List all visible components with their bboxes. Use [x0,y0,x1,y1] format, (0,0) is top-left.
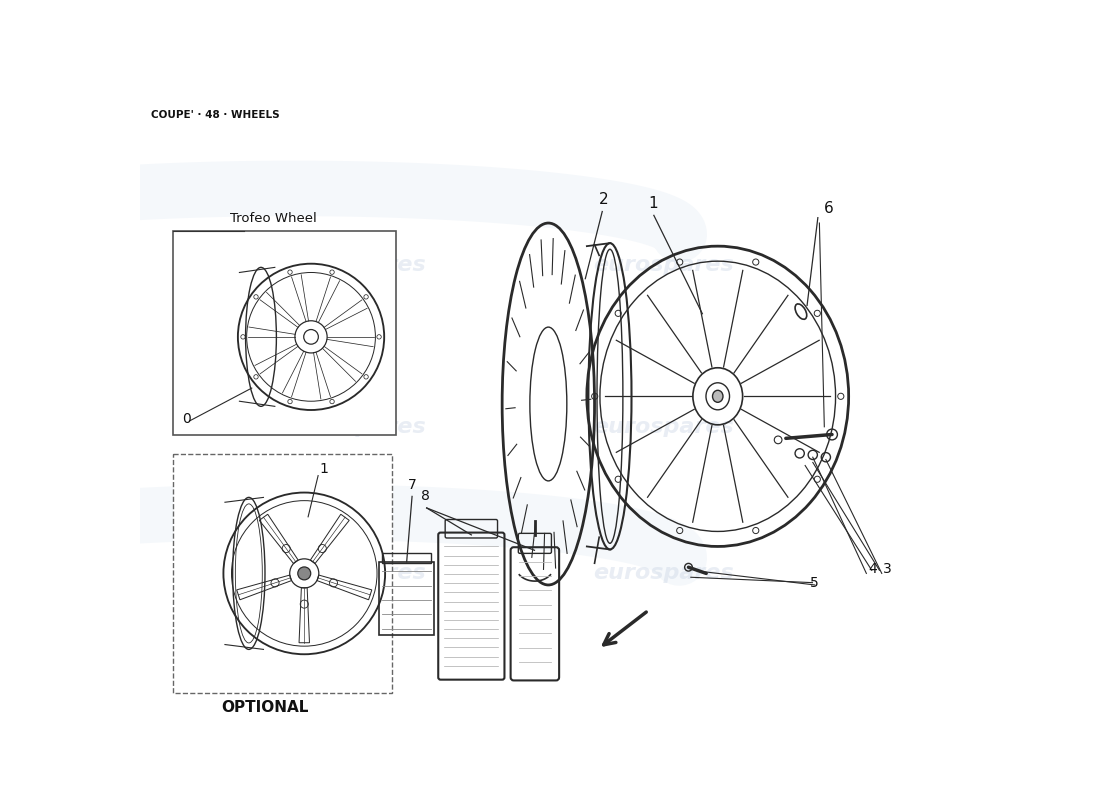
Text: eurospares: eurospares [286,417,426,437]
Text: eurospares: eurospares [594,255,734,275]
Text: Trofeo Wheel: Trofeo Wheel [230,211,317,225]
Text: 3: 3 [883,562,892,576]
Text: eurospares: eurospares [594,563,734,583]
Text: 5: 5 [810,576,818,590]
Text: 1: 1 [320,462,329,476]
Text: COUPE' · 48 · WHEELS: COUPE' · 48 · WHEELS [151,110,279,120]
Text: 7: 7 [408,478,417,492]
Text: OPTIONAL: OPTIONAL [221,701,308,715]
Bar [173,454,392,693]
Text: eurospares: eurospares [594,417,734,437]
Text: eurospares: eurospares [286,563,426,583]
Text: 6: 6 [824,201,834,216]
Text: 1: 1 [649,196,658,210]
Circle shape [298,567,310,580]
Text: eurospares: eurospares [286,255,426,275]
Ellipse shape [713,390,723,402]
Text: 8: 8 [421,490,430,503]
Text: 4: 4 [868,562,877,576]
Bar [173,230,396,435]
Text: 0: 0 [182,412,190,426]
Text: 2: 2 [598,192,608,206]
